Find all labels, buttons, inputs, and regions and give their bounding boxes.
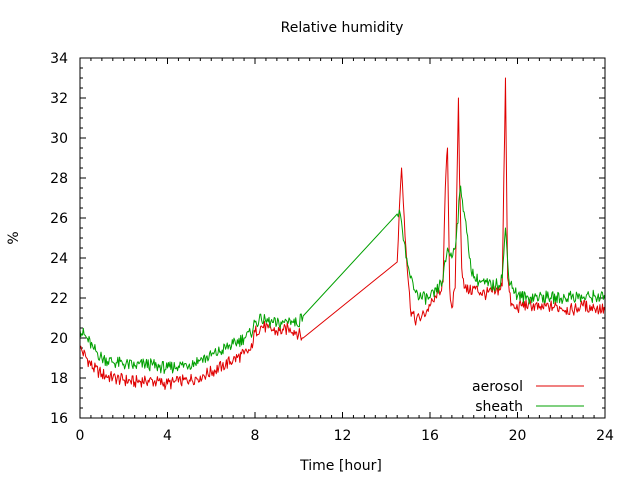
y-tick-label: 34 <box>50 51 68 67</box>
x-tick-label: 16 <box>421 428 439 444</box>
x-tick-label: 0 <box>76 428 85 444</box>
legend-label-aerosol: aerosol <box>472 379 523 395</box>
y-axis-label: % <box>6 231 22 244</box>
x-tick-label: 12 <box>334 428 352 444</box>
y-tick-label: 20 <box>50 331 68 347</box>
x-tick-label: 4 <box>163 428 172 444</box>
y-tick-label: 24 <box>50 251 68 267</box>
x-tick-label: 24 <box>596 428 614 444</box>
y-tick-label: 26 <box>50 211 68 227</box>
series-line-sheath <box>80 185 605 374</box>
x-axis-label: Time [hour] <box>299 458 382 474</box>
y-tick-label: 16 <box>50 411 68 427</box>
legend-label-sheath: sheath <box>475 399 523 415</box>
y-tick-label: 28 <box>50 171 68 187</box>
x-tick-label: 8 <box>251 428 260 444</box>
y-tick-label: 22 <box>50 291 68 307</box>
plot-frame <box>79 57 606 419</box>
x-tick-label: 20 <box>509 428 527 444</box>
series-layer <box>80 77 605 390</box>
y-tick-label: 32 <box>50 91 68 107</box>
y-tick-label: 18 <box>50 371 68 387</box>
series-line-aerosol <box>80 77 605 390</box>
legend: aerosol sheath <box>472 379 584 415</box>
y-tick-label: 30 <box>50 131 68 147</box>
chart-title: Relative humidity <box>281 20 404 36</box>
